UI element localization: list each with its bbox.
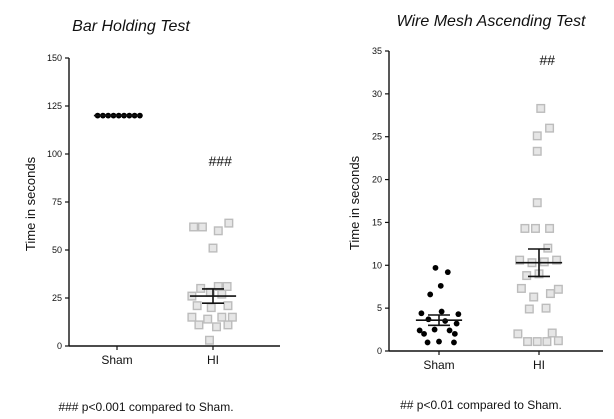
wire-mesh-sham-point	[455, 311, 462, 318]
wire-mesh-sham-point	[444, 269, 451, 276]
bar-holding-hi-point	[224, 218, 234, 228]
wire-mesh-y-tick-label: 10	[372, 260, 382, 270]
wire-mesh-hi-point	[552, 255, 562, 265]
bar-holding-hi-point	[203, 314, 213, 324]
wire-mesh-hi-point	[539, 257, 549, 267]
wire-mesh-hi-point	[522, 271, 532, 281]
wire-mesh-x-tick-label: HI	[533, 358, 545, 372]
bar-holding-y-tick-label: 50	[52, 245, 62, 255]
wire-mesh-hi-point	[513, 329, 523, 339]
wire-mesh-significance: ##	[539, 52, 555, 68]
wire-mesh-hi-point	[516, 283, 526, 293]
wire-mesh-y-tick-label: 25	[372, 132, 382, 142]
wire-mesh-hi-point	[545, 289, 555, 299]
bar-holding-y-tick-label: 125	[47, 101, 62, 111]
wire-mesh-y-tick-label: 30	[372, 89, 382, 99]
wire-mesh-hi-point	[543, 243, 553, 253]
wire-mesh-sham-point	[451, 330, 458, 337]
bar-holding-hi-point	[217, 289, 227, 299]
wire-mesh-hi-point	[520, 223, 530, 233]
bar-holding-hi-point	[197, 222, 207, 232]
bar-holding-hi-point	[217, 312, 227, 322]
wire-mesh-sham-point	[418, 310, 425, 317]
wire-mesh-sham-point	[425, 316, 432, 323]
wire-mesh-sham-point	[427, 291, 434, 298]
bar-holding-hi-point	[187, 312, 197, 322]
wire-mesh-sham-point	[424, 339, 431, 346]
bar-holding-hi-point	[223, 301, 233, 311]
wire-mesh-sham-point	[437, 282, 444, 289]
wire-mesh-hi-point	[532, 146, 542, 156]
bar-holding-x-tick-label: HI	[207, 353, 219, 367]
bar-holding-y-tick-label: 150	[47, 53, 62, 63]
bar-holding-hi-point	[204, 335, 214, 345]
wire-mesh-sham-point	[453, 320, 460, 327]
wire-mesh-sham-point	[431, 326, 438, 333]
bar-holding-hi-point	[189, 222, 199, 232]
bar-holding-hi-point	[194, 320, 204, 330]
wire-mesh-sham-point	[421, 330, 427, 337]
bar-holding-hi-point	[208, 243, 218, 253]
bar-holding-y-tick-label: 0	[57, 341, 62, 351]
bar-holding-x-tick-label: Sham	[101, 353, 132, 367]
wire-mesh-hi-point	[532, 131, 542, 141]
wire-mesh-hi-point	[553, 336, 563, 346]
wire-mesh-sham-point	[451, 339, 457, 346]
bar-holding-y-tick-label: 25	[52, 293, 62, 303]
bar-holding-hi-point	[222, 281, 232, 291]
wire-mesh-sham-point	[446, 327, 453, 334]
wire-mesh-sham-point	[438, 308, 445, 315]
wire-mesh-hi-point	[532, 337, 542, 347]
wire-mesh-hi-point	[532, 198, 542, 208]
bar-holding-title: Bar Holding Test	[72, 18, 190, 35]
wire-mesh-hi-point	[547, 328, 557, 338]
bar-holding-significance: ###	[208, 153, 232, 169]
wire-mesh-hi-point	[515, 255, 525, 265]
footnote-right: ## p<0.01 compared to Sham.	[400, 398, 562, 412]
wire-mesh-x-tick-label: Sham	[423, 358, 454, 372]
bar-holding-hi-point	[206, 303, 216, 313]
bar-holding-y-tick-label: 75	[52, 197, 62, 207]
wire-mesh-sham-point	[442, 318, 449, 324]
wire-mesh-hi-point	[524, 304, 534, 314]
wire-mesh-title: Wire Mesh Ascending Test	[397, 13, 587, 30]
wire-mesh-hi-point	[530, 223, 540, 233]
bar-holding-hi-point	[227, 312, 237, 322]
wire-mesh-panel: Wire Mesh Ascending Test Time in seconds…	[347, 13, 603, 372]
wire-mesh-y-tick-label: 15	[372, 217, 382, 227]
wire-mesh-hi-point	[542, 337, 552, 347]
wire-mesh-hi-point	[545, 123, 555, 133]
wire-mesh-hi-point	[523, 337, 533, 347]
wire-mesh-sham-point	[416, 327, 423, 334]
wire-mesh-y-tick-label: 0	[377, 346, 382, 356]
bar-holding-y-axis-label: Time in seconds	[23, 156, 38, 251]
wire-mesh-hi-point	[553, 284, 563, 294]
wire-mesh-hi-point	[541, 303, 551, 313]
wire-mesh-sham-point	[432, 264, 439, 271]
wire-mesh-hi-point	[536, 103, 546, 113]
wire-mesh-y-axis-label: Time in seconds	[347, 155, 362, 250]
bar-holding-y-tick-label: 100	[47, 149, 62, 159]
wire-mesh-hi-point	[529, 292, 539, 302]
bar-holding-hi-point	[212, 322, 222, 332]
wire-mesh-y-tick-label: 20	[372, 175, 382, 185]
bar-holding-hi-point	[192, 301, 202, 311]
bar-holding-panel: Bar Holding Test Time in seconds ### 0 25…	[23, 18, 280, 367]
bar-holding-hi-point	[213, 226, 223, 236]
bar-holding-hi-point	[223, 320, 233, 330]
footnote-left: ### p<0.001 compared to Sham.	[58, 400, 233, 414]
wire-mesh-y-tick-label: 35	[372, 46, 382, 56]
wire-mesh-y-tick-label: 5	[377, 303, 382, 313]
wire-mesh-hi-point	[545, 223, 555, 233]
wire-mesh-sham-point	[436, 338, 442, 345]
